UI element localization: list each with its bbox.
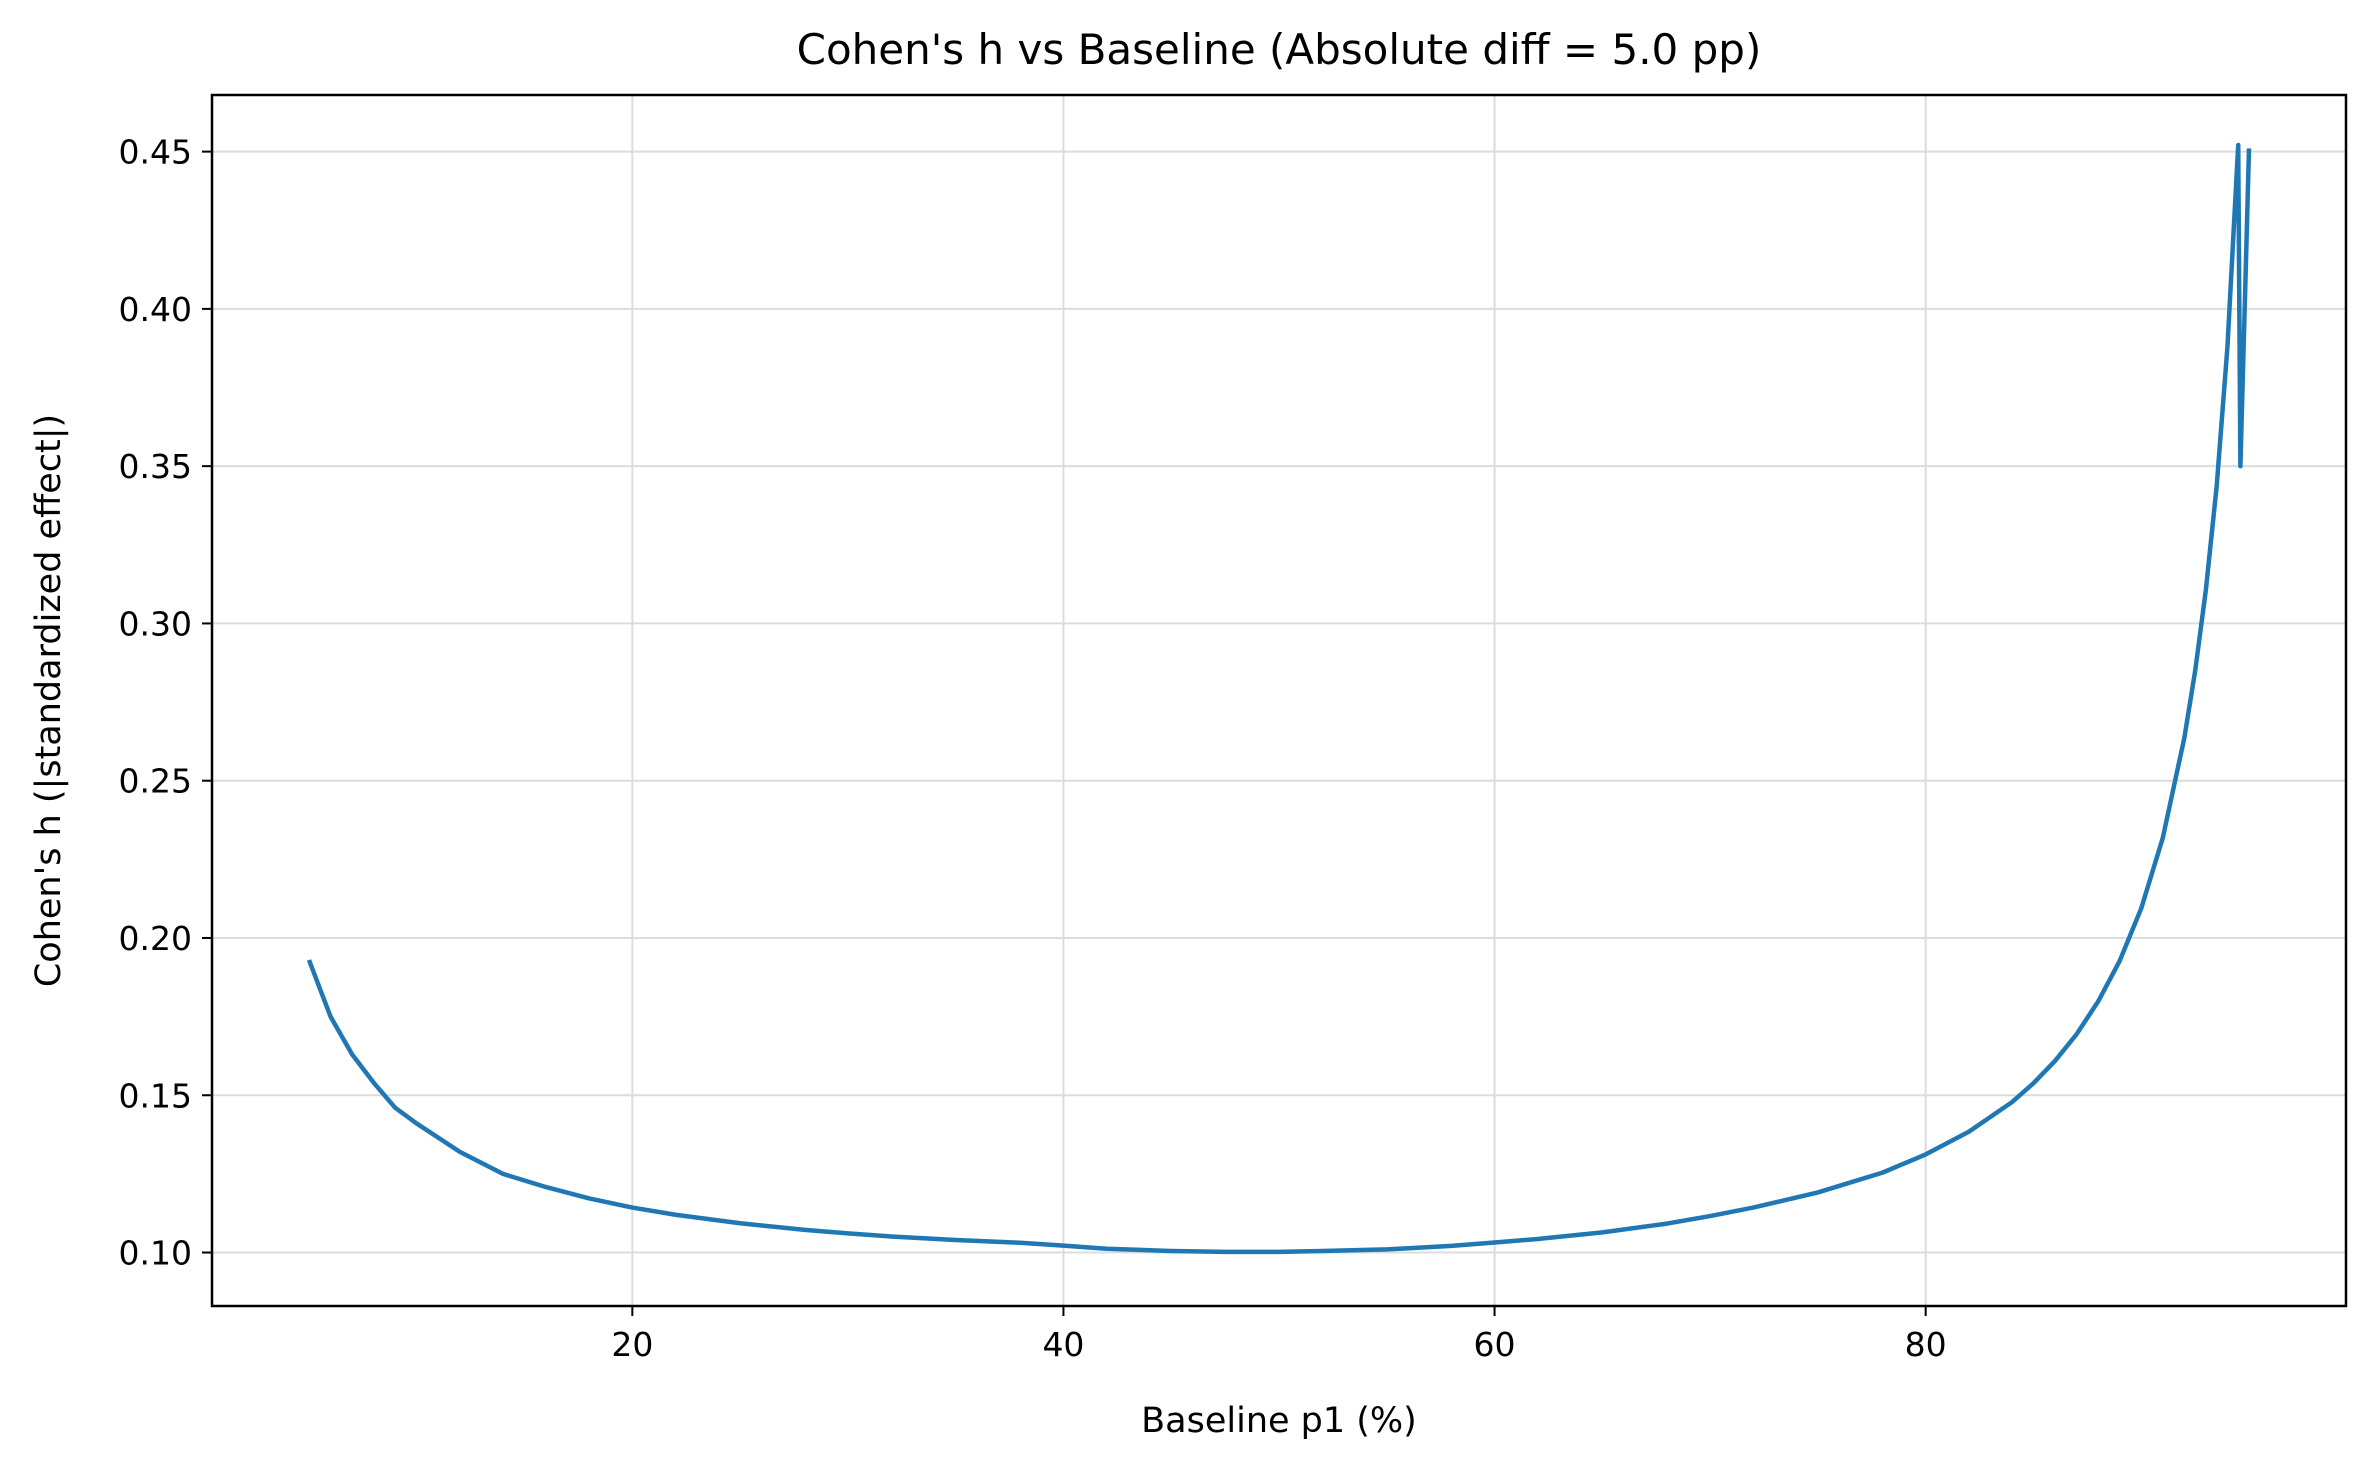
y-tick-label: 0.20 (119, 919, 192, 958)
y-axis-label: Cohen's h (|standardized effect|) (29, 414, 69, 987)
y-tick-label: 0.30 (119, 604, 192, 643)
x-tick-label: 80 (1905, 1325, 1947, 1364)
axis-ticks: 20 40 60 80 0.10 0.15 0.20 0.25 0.30 0.35 0.40 0.45 (119, 133, 1947, 1364)
plot-frame (210, 93, 2348, 1308)
y-tick-label: 0.25 (119, 762, 192, 801)
y-tick-label: 0.35 (119, 447, 192, 486)
chart-title: Cohen's h vs Baseline (Absolute diff = 5… (797, 25, 1762, 74)
x-tick-label: 40 (1042, 1325, 1084, 1364)
x-axis-label: Baseline p1 (%) (1141, 1401, 1417, 1441)
x-tick-label: 60 (1474, 1325, 1516, 1364)
series-line (306, 142, 2252, 1255)
x-tick-label: 20 (611, 1325, 653, 1364)
y-tick-label: 0.10 (119, 1234, 192, 1273)
grid-lines (212, 95, 2346, 1306)
y-tick-label: 0.45 (119, 133, 192, 172)
y-tick-label: 0.40 (119, 290, 192, 329)
y-tick-label: 0.15 (119, 1076, 192, 1115)
